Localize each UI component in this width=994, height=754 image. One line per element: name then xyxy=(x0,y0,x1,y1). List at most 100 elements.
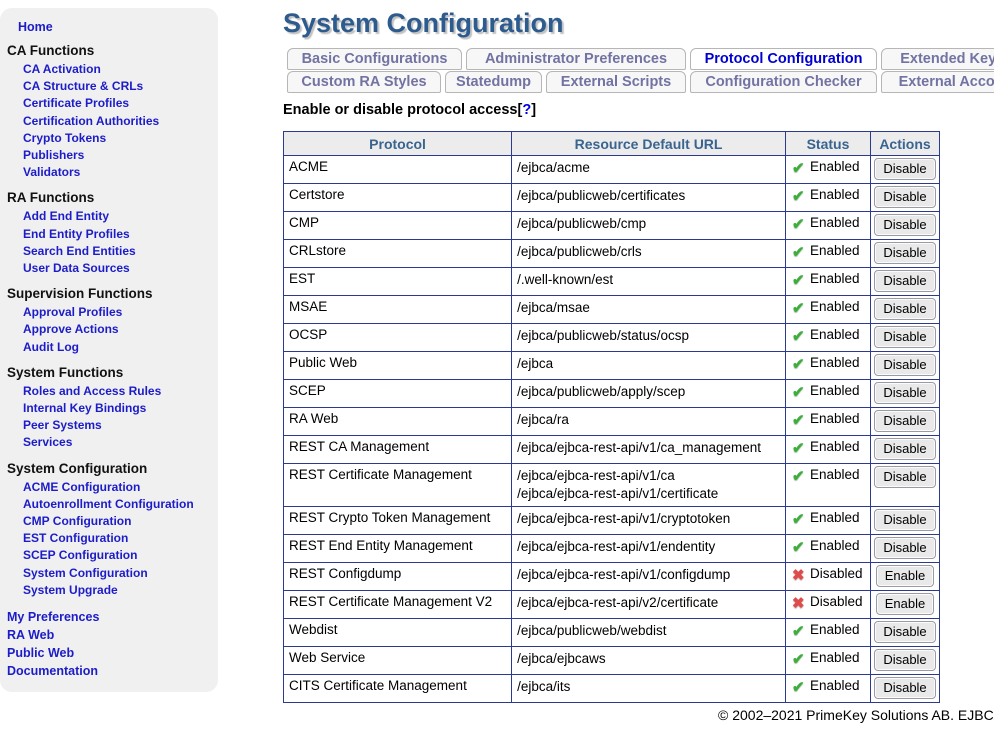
tab-statedump[interactable]: Statedump xyxy=(445,71,542,93)
table-row-rest-certificate-management-v2: REST Certificate Management V2/ejbca/ejb… xyxy=(284,591,940,619)
sidebar-item-acme-configuration[interactable]: ACME Configuration xyxy=(23,479,218,496)
disable-button[interactable]: Disable xyxy=(874,326,935,348)
sidebar: Home CA Functions CA ActivationCA Structu… xyxy=(0,8,218,692)
sidebar-item-user-data-sources[interactable]: User Data Sources xyxy=(23,260,218,277)
enable-button[interactable]: Enable xyxy=(876,593,934,615)
disable-button[interactable]: Disable xyxy=(874,354,935,376)
status-enabled-check-icon: ✔ xyxy=(792,187,810,205)
status-cell: ✔Enabled xyxy=(786,156,871,184)
sidebar-item-my-preferences[interactable]: My Preferences xyxy=(7,608,218,626)
protocol-name-cell: MSAE xyxy=(284,296,512,324)
disable-button[interactable]: Disable xyxy=(874,537,935,559)
disable-button[interactable]: Disable xyxy=(874,214,935,236)
tab-external-scripts[interactable]: External Scripts xyxy=(546,71,686,93)
sidebar-item-crypto-tokens[interactable]: Crypto Tokens xyxy=(23,130,218,147)
sidebar-section-title-ca-functions: CA Functions xyxy=(7,43,218,58)
sidebar-item-audit-log[interactable]: Audit Log xyxy=(23,339,218,356)
sidebar-item-ca-structure-and-crls[interactable]: CA Structure & CRLs xyxy=(23,78,218,95)
sidebar-item-scep-configuration[interactable]: SCEP Configuration xyxy=(23,547,218,564)
status-label: Enabled xyxy=(810,439,860,454)
status-cell: ✖Disabled xyxy=(786,563,871,591)
actions-cell: Disable xyxy=(870,535,939,563)
enable-button[interactable]: Enable xyxy=(876,565,934,587)
resource-url: /ejbca/publicweb/crls xyxy=(517,243,780,261)
sidebar-item-approval-profiles[interactable]: Approval Profiles xyxy=(23,304,218,321)
sidebar-item-home[interactable]: Home xyxy=(18,20,218,34)
disable-button[interactable]: Disable xyxy=(874,677,935,699)
status-enabled-check-icon: ✔ xyxy=(792,411,810,429)
sidebar-item-ca-activation[interactable]: CA Activation xyxy=(23,61,218,78)
disable-button[interactable]: Disable xyxy=(874,410,935,432)
table-header-row: Protocol Resource Default URL Status Act… xyxy=(284,132,940,156)
tab-external-account-bindings[interactable]: External Account Bindings xyxy=(881,71,994,93)
sidebar-item-est-configuration[interactable]: EST Configuration xyxy=(23,530,218,547)
actions-cell: Disable xyxy=(870,184,939,212)
status-cell: ✔Enabled xyxy=(786,436,871,464)
sidebar-item-autoenrollment-configuration[interactable]: Autoenrollment Configuration xyxy=(23,496,218,513)
resource-url: /ejbca/publicweb/webdist xyxy=(517,622,780,640)
sidebar-item-services[interactable]: Services xyxy=(23,434,218,451)
sidebar-item-search-end-entities[interactable]: Search End Entities xyxy=(23,243,218,260)
tab-protocol-configuration[interactable]: Protocol Configuration xyxy=(690,48,877,70)
sidebar-item-system-upgrade[interactable]: System Upgrade xyxy=(23,582,218,599)
status-enabled-check-icon: ✔ xyxy=(792,159,810,177)
sidebar-footer-links: My PreferencesRA WebPublic WebDocumentat… xyxy=(0,608,218,680)
sidebar-item-system-configuration[interactable]: System Configuration xyxy=(23,565,218,582)
help-link[interactable]: ? xyxy=(522,102,531,118)
resource-url: /ejbca/ejbca-rest-api/v1/cryptotoken xyxy=(517,510,780,528)
sidebar-item-internal-key-bindings[interactable]: Internal Key Bindings xyxy=(23,400,218,417)
disable-button[interactable]: Disable xyxy=(874,158,935,180)
sidebar-item-certificate-profiles[interactable]: Certificate Profiles xyxy=(23,95,218,112)
sidebar-item-peer-systems[interactable]: Peer Systems xyxy=(23,417,218,434)
resource-url-cell: /ejbca/publicweb/cmp xyxy=(512,212,786,240)
disable-button[interactable]: Disable xyxy=(874,621,935,643)
protocol-name-cell: REST Certificate Management V2 xyxy=(284,591,512,619)
sidebar-item-roles-and-access-rules[interactable]: Roles and Access Rules xyxy=(23,383,218,400)
resource-url: /ejbca/ejbca-rest-api/v1/ca xyxy=(517,467,780,485)
disable-button[interactable]: Disable xyxy=(874,466,935,488)
disable-button[interactable]: Disable xyxy=(874,509,935,531)
sidebar-item-cmp-configuration[interactable]: CMP Configuration xyxy=(23,513,218,530)
sidebar-item-documentation[interactable]: Documentation xyxy=(7,662,218,680)
protocol-name-cell: REST Crypto Token Management xyxy=(284,507,512,535)
sidebar-section-title-system-configuration: System Configuration xyxy=(7,461,218,476)
table-row-ocsp: OCSP/ejbca/publicweb/status/ocsp✔Enabled… xyxy=(284,324,940,352)
disable-button[interactable]: Disable xyxy=(874,298,935,320)
tab-basic-configurations[interactable]: Basic Configurations xyxy=(287,48,462,70)
status-label: Enabled xyxy=(810,538,860,553)
resource-url: /.well-known/est xyxy=(517,271,780,289)
page-title: System Configuration xyxy=(283,6,994,40)
actions-cell: Disable xyxy=(870,212,939,240)
table-row-web-service: Web Service/ejbca/ejbcaws✔EnabledDisable xyxy=(284,647,940,675)
tab-administrator-preferences[interactable]: Administrator Preferences xyxy=(466,48,686,70)
disable-button[interactable]: Disable xyxy=(874,186,935,208)
sidebar-item-certification-authorities[interactable]: Certification Authorities xyxy=(23,113,218,130)
sidebar-item-publishers[interactable]: Publishers xyxy=(23,147,218,164)
table-row-webdist: Webdist/ejbca/publicweb/webdist✔EnabledD… xyxy=(284,619,940,647)
sidebar-item-end-entity-profiles[interactable]: End Entity Profiles xyxy=(23,226,218,243)
column-header-actions: Actions xyxy=(870,132,939,156)
disable-button[interactable]: Disable xyxy=(874,270,935,292)
disable-button[interactable]: Disable xyxy=(874,649,935,671)
disable-button[interactable]: Disable xyxy=(874,382,935,404)
sidebar-item-public-web[interactable]: Public Web xyxy=(7,644,218,662)
sidebar-item-ra-web[interactable]: RA Web xyxy=(7,626,218,644)
resource-url-cell: /ejbca/ejbca-rest-api/v1/endentity xyxy=(512,535,786,563)
sidebar-item-validators[interactable]: Validators xyxy=(23,164,218,181)
tab-custom-ra-styles[interactable]: Custom RA Styles xyxy=(287,71,441,93)
actions-cell: Disable xyxy=(870,380,939,408)
tab-extended-key-usages[interactable]: Extended Key Usages xyxy=(881,48,994,70)
status-enabled-check-icon: ✔ xyxy=(792,439,810,457)
actions-cell: Disable xyxy=(870,436,939,464)
disable-button[interactable]: Disable xyxy=(874,438,935,460)
sidebar-item-approve-actions[interactable]: Approve Actions xyxy=(23,321,218,338)
tab-row-1: Basic ConfigurationsAdministrator Prefer… xyxy=(283,48,994,70)
tab-configuration-checker[interactable]: Configuration Checker xyxy=(690,71,877,93)
actions-cell: Enable xyxy=(870,591,939,619)
status-enabled-check-icon: ✔ xyxy=(792,678,810,696)
status-label: Enabled xyxy=(810,467,860,482)
disable-button[interactable]: Disable xyxy=(874,242,935,264)
sidebar-item-add-end-entity[interactable]: Add End Entity xyxy=(23,208,218,225)
status-label: Enabled xyxy=(810,355,860,370)
resource-url: /ejbca/msae xyxy=(517,299,780,317)
